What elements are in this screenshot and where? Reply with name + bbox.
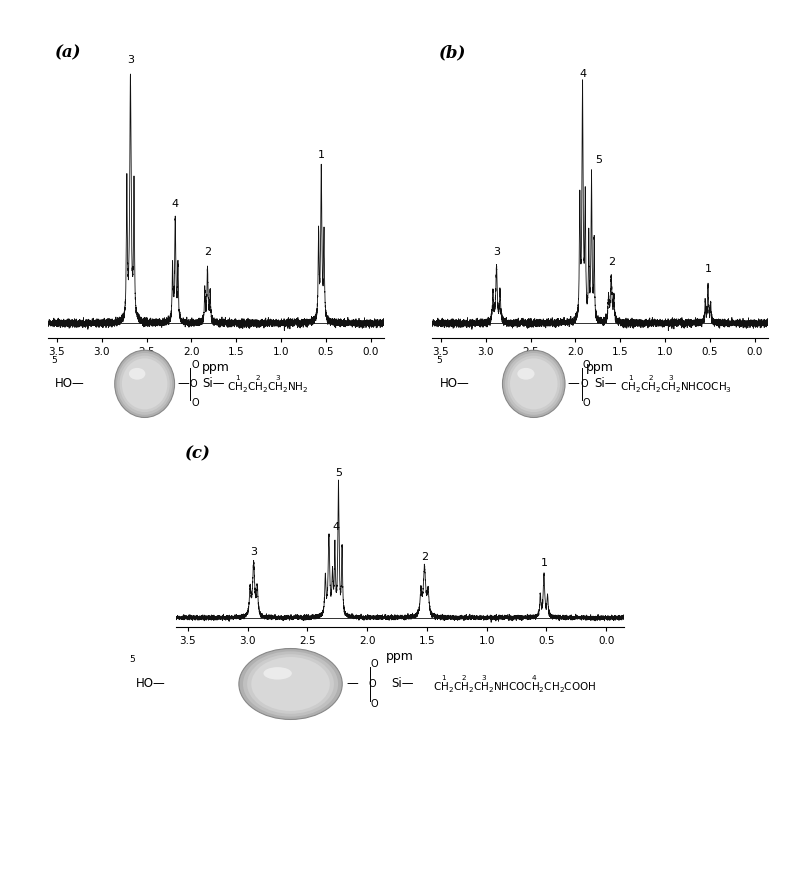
Text: 5: 5: [51, 356, 57, 364]
X-axis label: ppm: ppm: [586, 361, 614, 374]
Text: —: —: [177, 377, 189, 390]
Text: Si—: Si—: [202, 377, 226, 390]
Text: (b): (b): [438, 44, 466, 61]
Text: 5: 5: [130, 654, 135, 664]
Text: O: O: [191, 398, 198, 408]
Ellipse shape: [263, 667, 292, 679]
Text: O: O: [582, 360, 590, 370]
Text: O: O: [190, 379, 198, 388]
Text: $\overset{1}{\mathrm{CH_2}}\overset{2}{\mathrm{CH_2}}\overset{3}{\mathrm{CH_2}}\: $\overset{1}{\mathrm{CH_2}}\overset{2}{\…: [434, 673, 597, 694]
X-axis label: ppm: ppm: [202, 361, 230, 374]
Ellipse shape: [129, 368, 146, 380]
Ellipse shape: [518, 368, 534, 380]
Text: 4: 4: [172, 198, 178, 209]
Text: HO—: HO—: [55, 377, 85, 390]
Text: —: —: [568, 377, 579, 390]
Ellipse shape: [117, 353, 172, 415]
Text: O: O: [582, 398, 590, 408]
Text: 2: 2: [204, 247, 211, 258]
Ellipse shape: [239, 648, 342, 719]
Text: 4: 4: [333, 522, 340, 532]
Ellipse shape: [243, 652, 338, 717]
Text: 3: 3: [127, 55, 134, 65]
Text: 3: 3: [250, 548, 257, 557]
Text: (c): (c): [185, 445, 211, 462]
Text: Si—: Si—: [391, 677, 414, 691]
Text: —: —: [346, 677, 358, 691]
Text: 1: 1: [705, 264, 711, 275]
Ellipse shape: [251, 657, 330, 711]
Ellipse shape: [505, 353, 562, 415]
Text: O: O: [371, 659, 378, 669]
Text: 5: 5: [436, 356, 442, 364]
Text: (a): (a): [54, 44, 82, 61]
Text: 4: 4: [579, 69, 586, 79]
Ellipse shape: [122, 358, 167, 410]
Text: Si—: Si—: [594, 377, 617, 390]
Text: O: O: [191, 360, 198, 370]
X-axis label: ppm: ppm: [386, 650, 414, 663]
Text: 1: 1: [318, 150, 325, 160]
Ellipse shape: [247, 654, 334, 714]
Ellipse shape: [114, 350, 174, 418]
Text: HO—: HO—: [135, 677, 166, 691]
Text: O: O: [371, 700, 378, 709]
Text: O: O: [581, 379, 589, 388]
Text: O: O: [368, 679, 376, 689]
Text: 3: 3: [493, 247, 500, 258]
Text: 5: 5: [595, 155, 602, 164]
Text: 2: 2: [421, 552, 428, 562]
Text: 5: 5: [335, 468, 342, 477]
Text: 1: 1: [541, 558, 547, 568]
Ellipse shape: [119, 356, 170, 412]
Text: $\overset{1}{\mathrm{CH_2}}\overset{2}{\mathrm{CH_2}}\overset{3}{\mathrm{CH_2}}\: $\overset{1}{\mathrm{CH_2}}\overset{2}{\…: [227, 373, 309, 395]
Text: 2: 2: [608, 257, 614, 267]
Text: HO—: HO—: [440, 377, 470, 390]
Ellipse shape: [502, 350, 565, 418]
Ellipse shape: [507, 356, 560, 412]
Ellipse shape: [510, 358, 558, 410]
Text: $\overset{1}{\mathrm{CH_2}}\overset{2}{\mathrm{CH_2}}\overset{3}{\mathrm{CH_2}}\: $\overset{1}{\mathrm{CH_2}}\overset{2}{\…: [620, 373, 732, 395]
